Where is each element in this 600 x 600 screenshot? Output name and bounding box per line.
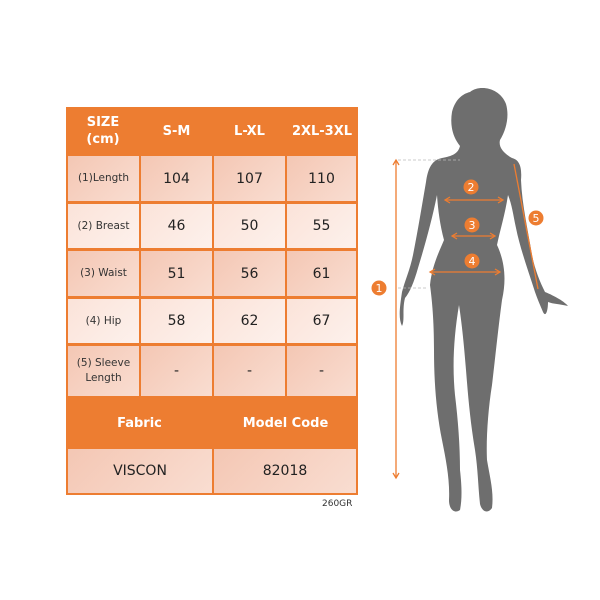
marker-number: 1 xyxy=(376,282,383,295)
size-value-cell: 55 xyxy=(287,204,356,248)
size-column-header: L-XL xyxy=(234,123,265,139)
size-value-cell: 50 xyxy=(214,204,285,248)
woman-silhouette xyxy=(399,88,568,512)
size-value-cell: 110 xyxy=(287,156,356,201)
size-column-header: 2XL-3XL xyxy=(291,123,353,139)
size-value-cell: - xyxy=(214,346,285,396)
row-label: (5) Sleeve Length xyxy=(68,346,139,396)
size-value-cell: 62 xyxy=(214,299,285,343)
size-column-header: S-M xyxy=(162,123,191,139)
row-label-text: Length xyxy=(85,372,122,384)
fabric-value: VISCON xyxy=(68,449,212,493)
marker-circle xyxy=(464,217,480,233)
marker-number: 2 xyxy=(468,181,475,194)
size-header-line1: SIZE xyxy=(86,115,120,130)
size-header-line2: (cm) xyxy=(86,132,120,147)
marker-circle xyxy=(464,253,480,269)
row-label: (1)Length xyxy=(68,156,139,201)
marker-number: 4 xyxy=(469,255,476,268)
size-value-cell: 104 xyxy=(141,156,212,201)
model-code-value: 82018 xyxy=(214,449,356,493)
marker-number: 3 xyxy=(469,219,476,232)
marker-circle xyxy=(463,179,479,195)
row-label-text: (4) Hip xyxy=(85,314,122,327)
marker-circle xyxy=(371,280,387,296)
size-value-cell: 56 xyxy=(214,251,285,296)
size-chart-table: SIZE (cm) S-M L-XL 2XL-3XL (1)Length 104 1… xyxy=(66,107,358,495)
size-value-cell: 51 xyxy=(141,251,212,296)
marker-circle xyxy=(528,210,544,226)
size-value-cell: - xyxy=(141,346,212,396)
model-code-header: Model Code xyxy=(242,415,329,431)
row-label: (4) Hip xyxy=(68,299,139,343)
size-value-cell: - xyxy=(287,346,356,396)
size-value-cell: 107 xyxy=(214,156,285,201)
size-header: SIZE (cm) xyxy=(66,107,140,155)
weight-note: 260GR xyxy=(322,499,353,509)
sleeve-arrow xyxy=(513,163,539,290)
row-label-text: (1)Length xyxy=(77,172,130,184)
row-label: (2) Breast xyxy=(68,204,139,248)
size-value-cell: 58 xyxy=(141,299,212,343)
row-label-text: (3) Waist xyxy=(80,267,127,279)
size-value-cell: 67 xyxy=(287,299,356,343)
row-label: (3) Waist xyxy=(68,251,139,296)
fabric-header: Fabric xyxy=(117,415,162,431)
size-value-cell: 46 xyxy=(141,204,212,248)
marker-number: 5 xyxy=(533,212,540,225)
size-value-cell: 61 xyxy=(287,251,356,296)
row-label-text: (2) Breast xyxy=(77,219,130,232)
row-label-text: (5) Sleeve xyxy=(76,357,131,369)
